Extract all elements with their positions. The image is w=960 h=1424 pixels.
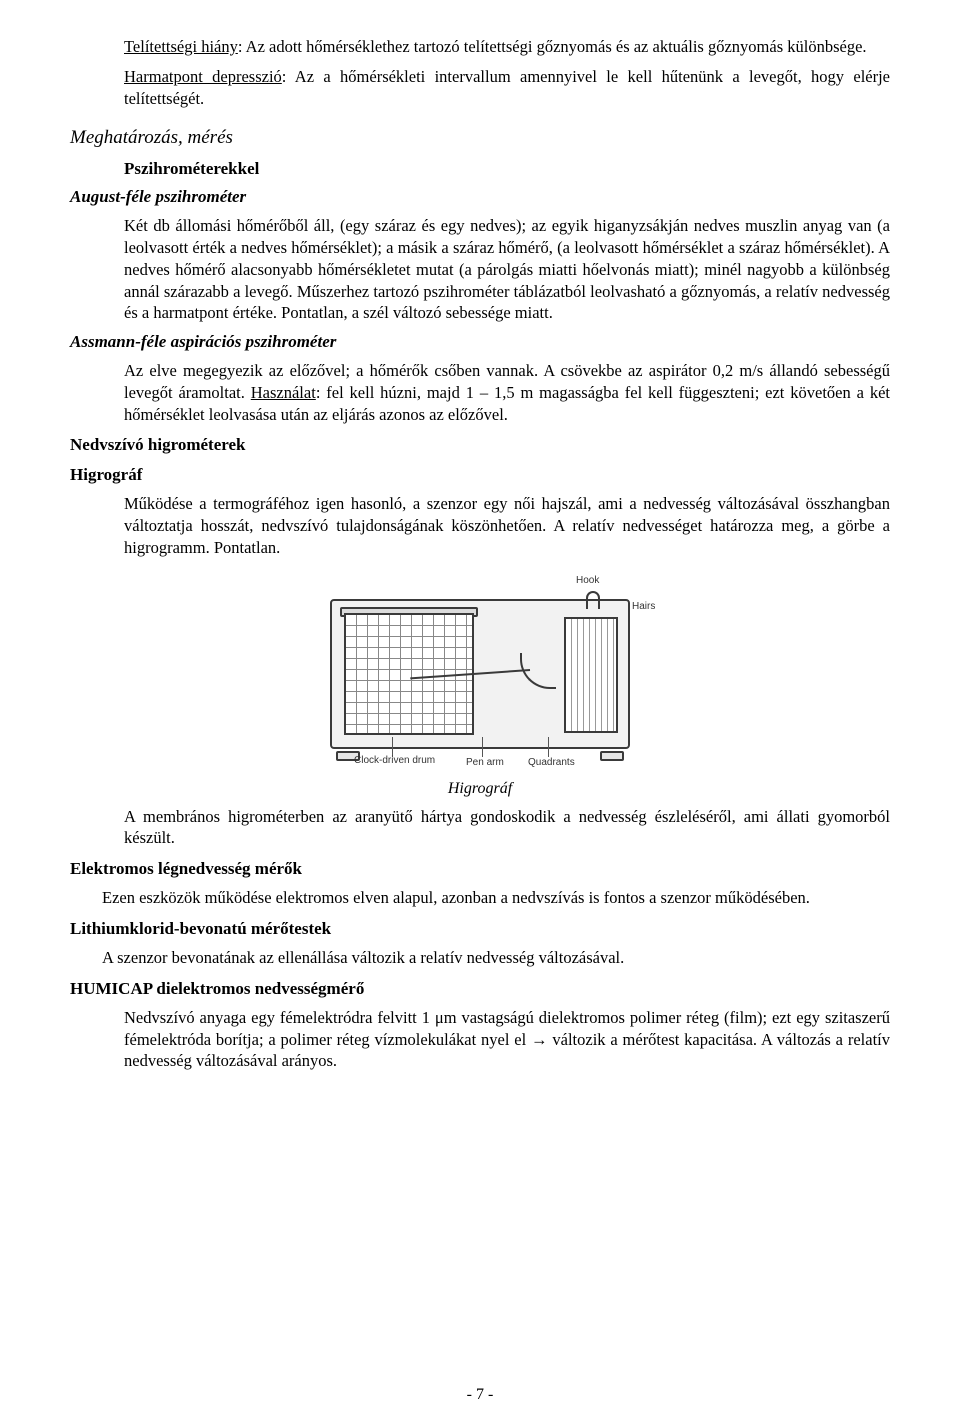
diagram-label-hairs: Hairs (632, 601, 655, 612)
para-higrograf: Működése a termográféhoz igen hasonló, a… (70, 493, 890, 558)
diagram-hook (586, 591, 600, 609)
para-august: Két db állomási hőmérőből áll, (egy szár… (70, 215, 890, 324)
heading-pszihrometerekkel: Pszihrométerekkel (70, 159, 890, 179)
assmann-use-label: Használat (251, 383, 316, 402)
heading-higrograf: Higrográf (70, 465, 890, 485)
para-assmann: Az elve megegyezik az előzővel; a hőmérő… (70, 360, 890, 425)
heading-elektromos: Elektromos légnedvesség mérők (70, 859, 890, 879)
diagram-label-pen: Pen arm (466, 757, 504, 768)
diagram-label-quad: Quadrants (528, 757, 575, 768)
diagram-leader (548, 737, 549, 757)
para-humicap: Nedvszívó anyaga egy fémelektródra felvi… (70, 1007, 890, 1072)
para-elektromos: Ezen eszközök működése elektromos elven … (70, 887, 890, 909)
heading-august: August-féle pszihrométer (70, 187, 890, 207)
hygrograph-diagram: Hook Hairs Clock-driven drum Pen arm Qua… (310, 569, 650, 769)
def-label: Telítettségi hiány (124, 37, 238, 56)
para-membranos: A membrános higrométerben az aranyütő há… (70, 806, 890, 850)
para-lithium: A szenzor bevonatának az ellenállása vál… (70, 947, 890, 969)
heading-humicap: HUMICAP dielektromos nedvességmérő (70, 979, 890, 999)
heading-meghatarozas: Meghatározás, mérés (70, 127, 890, 149)
figure-higrograf: Hook Hairs Clock-driven drum Pen arm Qua… (70, 569, 890, 798)
def-harmatpont: Harmatpont depresszió: Az a hőmérsékleti… (70, 66, 890, 110)
diagram-label-hook: Hook (576, 575, 599, 586)
diagram-foot (600, 751, 624, 761)
def-text: : Az adott hőmérséklethez tartozó telíte… (238, 37, 867, 56)
heading-assmann: Assmann-féle aspirációs pszihrométer (70, 332, 890, 352)
heading-nedvszivo: Nedvszívó higrométerek (70, 435, 890, 455)
diagram-leader (392, 737, 393, 757)
diagram-leader (482, 737, 483, 757)
heading-lithium: Lithiumklorid-bevonatú mérőtestek (70, 919, 890, 939)
diagram-hairs (564, 617, 618, 733)
figure-caption: Higrográf (70, 780, 890, 798)
document-page: Telítettségi hiány: Az adott hőmérséklet… (0, 0, 960, 1424)
page-number: - 7 - (0, 1386, 960, 1404)
diagram-label-clock: Clock-driven drum (354, 755, 434, 766)
def-telitettsegi: Telítettségi hiány: Az adott hőmérséklet… (70, 36, 890, 58)
def-label: Harmatpont depresszió (124, 67, 282, 86)
